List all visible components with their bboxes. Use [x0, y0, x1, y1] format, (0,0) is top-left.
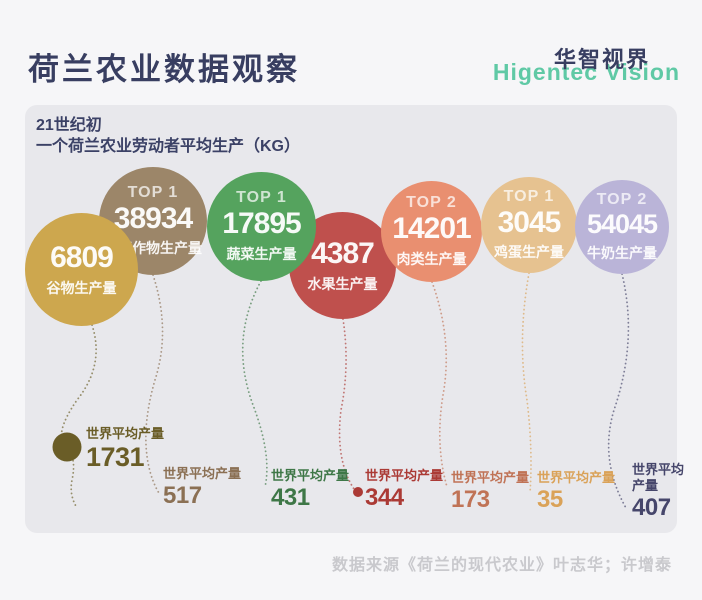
world-avg-label: 世界平均产量 [163, 466, 242, 481]
world-avg-vegetables: 世界平均产量 431 [271, 468, 350, 512]
balloon-rank: TOP 1 [503, 187, 555, 205]
string-vegetables [241, 280, 268, 488]
world-avg-root-crops: 世界平均产量 517 [163, 466, 242, 510]
world-avg-label: 世界平均产量 [632, 462, 685, 493]
world-avg-label: 世界平均产量 [365, 468, 444, 483]
balloon-label: 牛奶生产量 [587, 244, 657, 261]
balloon-value: 38934 [113, 201, 193, 235]
subtitle-line2: 一个荷兰农业劳动者平均生产（KG） [36, 137, 301, 155]
chart-subtitle: 21世纪初 一个荷兰农业劳动者平均生产（KG） [36, 116, 300, 158]
balloon-rank: TOP 2 [596, 191, 648, 209]
balloon-meat: TOP 2 14201 肉类生产量 [381, 181, 482, 282]
world-avg-value: 517 [163, 482, 202, 510]
world-avg-label: 世界平均产量 [86, 426, 165, 441]
balloon-eggs: TOP 1 3045 鸡蛋生产量 [481, 177, 577, 273]
balloon-value: 4387 [311, 237, 375, 271]
world-avg-value: 344 [365, 484, 404, 512]
string-meat [431, 281, 448, 488]
world-avg-value: 35 [537, 486, 563, 514]
balloon-value: 17895 [222, 207, 301, 241]
string-eggs [521, 272, 532, 494]
balloon-label: 谷物生产量 [46, 279, 117, 296]
balloon-value: 3045 [497, 205, 562, 239]
balloon-vegetables: TOP 1 17895 蔬菜生产量 [207, 172, 316, 281]
balloon-milk: TOP 2 54045 牛奶生产量 [575, 180, 669, 274]
world-avg-fruit: 世界平均产量 344 [365, 468, 444, 512]
world-avg-value: 431 [271, 484, 310, 512]
brand-name-english: Higentec Vision [492, 59, 680, 85]
world-avg-dot-fruit [353, 487, 363, 497]
string-grain [60, 324, 98, 509]
world-avg-eggs: 世界平均产量 35 [537, 470, 616, 514]
world-avg-value: 407 [632, 494, 671, 522]
subtitle-line1: 21世纪初 [36, 117, 102, 134]
balloon-rank: TOP 1 [236, 189, 287, 207]
world-avg-value: 1731 [86, 442, 145, 473]
world-avg-label: 世界平均产量 [451, 470, 530, 485]
string-fruit [338, 318, 355, 490]
balloon-label: 肉类生产量 [396, 250, 467, 267]
world-avg-grain: 世界平均产量 1731 [86, 426, 165, 473]
balloon-label: 蔬菜生产量 [226, 245, 297, 262]
balloon-strings [52, 272, 630, 509]
brand-name-chinese: 华智视界 [553, 47, 650, 72]
world-avg-meat: 世界平均产量 173 [451, 470, 530, 514]
balloon-label: 鸡蛋生产量 [494, 244, 564, 261]
balloon-label: 水果生产量 [307, 275, 378, 292]
string-root-crops [144, 274, 164, 494]
world-avg-milk: 世界平均产量 407 [632, 462, 694, 522]
chart-panel: 21世纪初 一个荷兰农业劳动者平均生产（KG） 6809 谷物生产量 TOP 1 [25, 105, 684, 533]
balloon-value: 54045 [586, 209, 658, 240]
data-source-note: 数据来源《荷兰的现代农业》叶志华；许增泰 [331, 557, 672, 574]
page-title: 荷兰农业数据观察 [28, 52, 300, 87]
world-avg-value: 173 [451, 486, 490, 514]
world-avg-label: 世界平均产量 [537, 470, 616, 485]
balloon-grain: 6809 谷物生产量 [25, 213, 138, 326]
balloon-rank: TOP 1 [127, 183, 179, 201]
world-avg-dot-grain [52, 432, 82, 462]
balloon-value: 14201 [392, 212, 471, 246]
balloon-value: 6809 [50, 241, 114, 275]
balloon-rank: TOP 2 [406, 194, 457, 212]
world-avg-label: 世界平均产量 [271, 468, 350, 483]
